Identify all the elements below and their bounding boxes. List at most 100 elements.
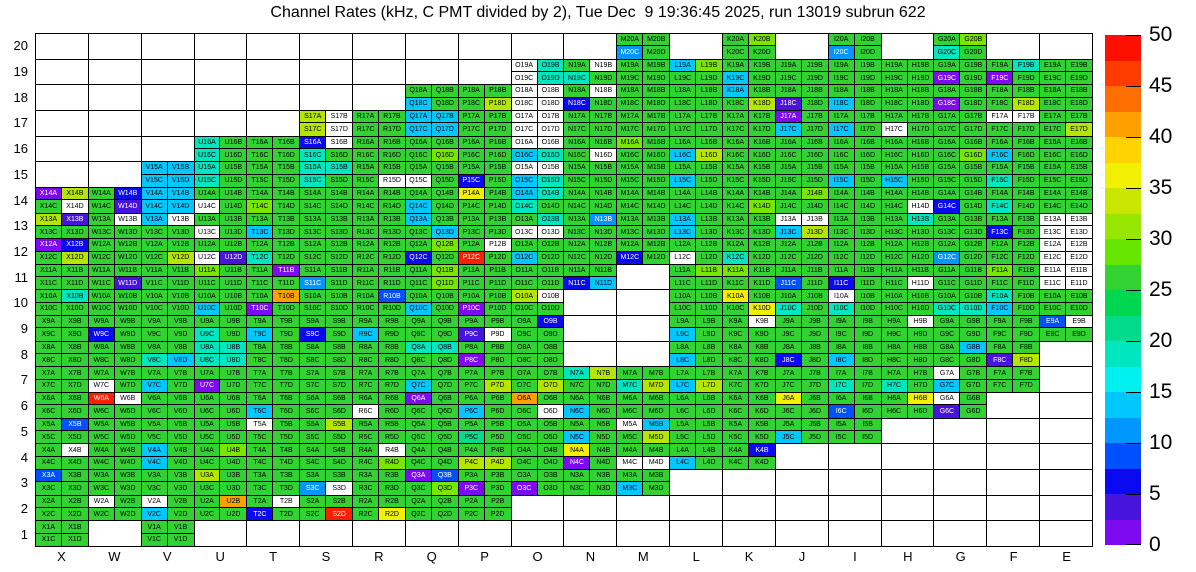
cell-V11B: V11B	[167, 264, 194, 278]
cell-X9C: X9C	[36, 328, 62, 341]
block-V11: V11A V11B V11C V11D	[141, 264, 195, 291]
cell-F8C: F8C	[987, 354, 1014, 367]
cell-G18C: G18C	[934, 97, 961, 110]
cell-O3B: O3B	[537, 470, 564, 483]
cell-U13A: U13A	[194, 213, 221, 226]
cell-J12B: J12B	[801, 239, 828, 252]
cell-V1D: V1D	[167, 533, 194, 546]
cell-H12D: H12D	[907, 251, 934, 264]
block-V12: V12A V12B V12C V12D	[141, 239, 195, 265]
cell-F8A: F8A	[987, 341, 1014, 355]
cell-T11C: T11C	[247, 277, 274, 290]
cell-G19B: G19B	[960, 59, 987, 72]
cell-P14C: P14C	[458, 200, 485, 213]
cell-X2B: X2B	[61, 495, 88, 509]
cell-R14B: R14B	[379, 187, 405, 201]
cell-K6C: K6C	[723, 405, 749, 418]
cell-R11D: R11D	[379, 277, 405, 290]
colorbar-segment-5	[1105, 162, 1141, 188]
cell-E11A: E11A	[1040, 264, 1067, 278]
block-I15: I15A I15B I15C I15D	[828, 162, 882, 188]
cell-L5A: L5A	[670, 418, 697, 432]
cell-Q3D: Q3D	[431, 482, 458, 495]
cell-G13B: G13B	[960, 213, 987, 226]
cell-H15B: H15B	[907, 162, 934, 175]
cell-J14D: J14D	[801, 200, 828, 213]
block-Q9: Q9A Q9B Q9C Q9D	[405, 316, 459, 342]
cell-Q14D: Q14D	[431, 200, 458, 213]
block-V17	[141, 110, 195, 137]
block-R17: R17A R17B R17C R17D	[353, 110, 406, 137]
cell-I8B: I8B	[854, 341, 881, 355]
cell-I19A: I19A	[828, 59, 855, 72]
cell-V11A: V11A	[141, 264, 168, 278]
cell-S4D: S4D	[326, 456, 353, 470]
cell-Q7D: Q7D	[431, 379, 458, 393]
colorbar-segment-11	[1105, 315, 1141, 341]
cell-L8D: L8D	[696, 354, 723, 367]
cell-X6D: X6D	[61, 405, 88, 418]
cell-S3B: S3B	[326, 470, 353, 483]
cell-T16D: T16D	[273, 148, 300, 162]
block-I7: I7A I7B I7C I7D	[828, 367, 882, 394]
cell-O14B: O14B	[537, 187, 564, 201]
block-W20	[88, 34, 142, 60]
block-V20	[141, 34, 195, 60]
y-axis-label-17: 17	[13, 115, 28, 131]
cell-T2C: T2C	[247, 508, 274, 521]
block-T6: T6A T6B T6C T6D	[247, 393, 301, 419]
cell-S5D: S5D	[326, 431, 353, 444]
cell-I12C: I12C	[828, 251, 855, 264]
cell-U6B: U6B	[220, 393, 247, 406]
cell-K18B: K18B	[748, 85, 775, 98]
block-K4: K4A K4B K4C K4D	[723, 444, 776, 471]
colorbar-segment-19	[1105, 519, 1141, 545]
block-M11	[617, 264, 671, 291]
block-V2: V2A V2B V2C V2D	[141, 495, 195, 522]
x-axis-label-F: F	[1009, 549, 1018, 564]
cell-F19A: F19A	[987, 59, 1014, 72]
cell-G17A: G17A	[934, 110, 961, 124]
cell-T12C: T12C	[247, 251, 274, 264]
cell-H13D: H13D	[907, 225, 934, 239]
cell-J16C: J16C	[775, 148, 802, 162]
block-P9: P9A P9B P9C P9D	[458, 316, 512, 342]
cell-G17C: G17C	[934, 123, 961, 136]
cell-K15A: K15A	[723, 162, 749, 175]
cell-P13B: P13B	[484, 213, 511, 226]
block-F2	[987, 495, 1041, 522]
block-O14: O14A O14B O14C O14D	[511, 187, 565, 214]
cell-L18C: L18C	[670, 97, 697, 110]
cell-W12B: W12B	[114, 239, 141, 252]
cell-J19A: J19A	[775, 59, 802, 72]
cell-Q10D: Q10D	[431, 302, 458, 316]
cell-O12C: O12C	[511, 251, 538, 264]
block-U8: U8A U8B U8C U8D	[194, 341, 248, 368]
cell-U9D: U9D	[220, 328, 247, 341]
cell-Q5A: Q5A	[405, 418, 432, 432]
cell-R8C: R8C	[353, 354, 380, 367]
cell-W4B: W4B	[114, 444, 141, 457]
block-F5	[987, 418, 1041, 445]
block-H4	[881, 444, 935, 471]
cell-X8D: X8D	[61, 354, 88, 367]
cell-V4A: V4A	[141, 444, 168, 457]
block-P18: P18A P18B P18C P18D	[458, 85, 512, 111]
cell-O5B: O5B	[537, 418, 564, 432]
cell-P6A: P6A	[458, 393, 485, 406]
cell-E10C: E10C	[1040, 302, 1067, 316]
cell-X8B: X8B	[61, 341, 88, 355]
block-U2: U2A U2B U2C U2D	[194, 495, 248, 522]
cell-F7C: F7C	[987, 379, 1014, 393]
cell-V3C: V3C	[141, 482, 168, 495]
cell-L5C: L5C	[670, 431, 697, 444]
cell-I6D: I6D	[854, 405, 881, 418]
cell-U4B: U4B	[220, 444, 247, 457]
cell-F9B: F9B	[1013, 316, 1040, 329]
cell-X14C: X14C	[36, 200, 62, 213]
cell-U3C: U3C	[194, 482, 221, 495]
cell-Q9A: Q9A	[405, 316, 432, 329]
cell-P7A: P7A	[458, 367, 485, 380]
block-F4	[987, 444, 1041, 471]
